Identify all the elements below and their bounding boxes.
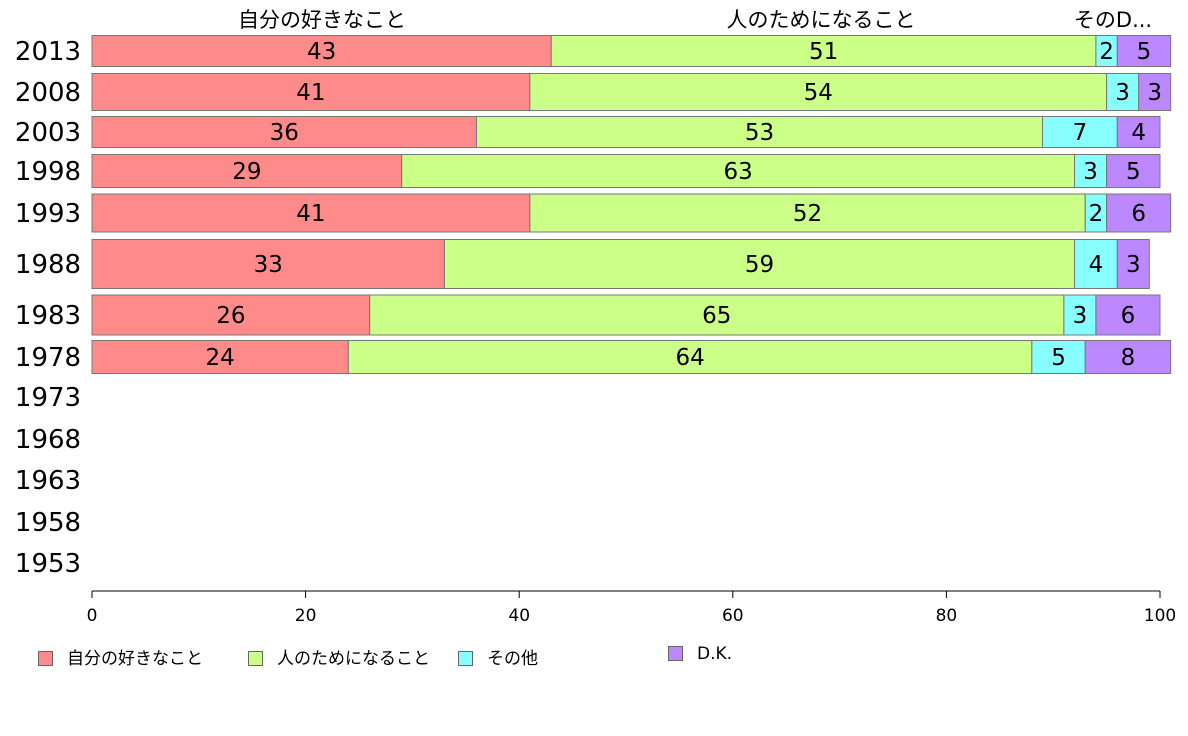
bar-segment xyxy=(91,193,531,233)
data-label: 3 xyxy=(1147,80,1162,106)
data-label: 36 xyxy=(270,120,299,146)
bar-segment xyxy=(401,154,1076,188)
year-label: 1983 xyxy=(15,301,81,331)
data-label: 3 xyxy=(1073,303,1088,329)
data-label: 24 xyxy=(206,345,235,371)
year-label: 1978 xyxy=(15,343,81,373)
year-label: 2013 xyxy=(15,37,81,67)
bar-segment xyxy=(1042,116,1118,148)
bar-segment xyxy=(529,73,1108,111)
data-label: 7 xyxy=(1073,120,1088,146)
legend-item-self: 自分の好きなこと xyxy=(38,644,203,669)
year-label: 2008 xyxy=(15,78,81,108)
column-header-other: そのD... xyxy=(1073,8,1153,32)
data-label: 53 xyxy=(745,120,774,146)
data-label: 3 xyxy=(1115,80,1130,106)
bar-segment xyxy=(1106,193,1172,233)
bar-segment xyxy=(1031,340,1086,374)
legend-item-dk: D.K. xyxy=(668,644,732,664)
data-label: 6 xyxy=(1131,201,1146,227)
column-header-others: 人のためになること xyxy=(726,8,916,32)
data-label: 33 xyxy=(254,252,283,278)
legend-swatch-self xyxy=(38,650,53,666)
legend-label-other: その他 xyxy=(487,649,538,669)
year-label: 1988 xyxy=(15,250,81,280)
x-tick-label: 40 xyxy=(508,606,530,626)
legend-swatch-dk xyxy=(668,645,683,661)
year-label: 1968 xyxy=(15,425,81,455)
data-label: 43 xyxy=(307,39,336,65)
data-label: 51 xyxy=(809,39,838,65)
data-label: 63 xyxy=(723,159,752,185)
x-tick-label: 0 xyxy=(87,606,98,626)
data-label: 41 xyxy=(296,201,325,227)
bar-segment xyxy=(443,239,1076,289)
data-label: 8 xyxy=(1121,345,1136,371)
year-label: 1953 xyxy=(15,549,81,579)
year-label: 1993 xyxy=(15,199,81,229)
bar-segment xyxy=(369,294,1065,336)
bar-segment xyxy=(1074,239,1118,289)
legend-item-other: その他 xyxy=(458,644,538,669)
year-label: 1998 xyxy=(15,157,81,187)
legend-swatch-others xyxy=(248,650,263,666)
bar-segment xyxy=(529,193,1086,233)
year-label: 2003 xyxy=(15,118,81,148)
legend-label-dk: D.K. xyxy=(697,644,733,664)
legend-label-others: 人のためになること xyxy=(277,649,430,669)
data-label: 2 xyxy=(1089,201,1104,227)
data-label: 3 xyxy=(1083,159,1098,185)
bar-segment xyxy=(91,73,531,111)
data-label: 6 xyxy=(1121,303,1136,329)
data-label: 41 xyxy=(296,80,325,106)
x-tick-label: 60 xyxy=(722,606,744,626)
bar-segment xyxy=(1074,154,1108,188)
data-label: 29 xyxy=(232,159,261,185)
column-header-self: 自分の好きなこと xyxy=(238,8,406,32)
bar-segment xyxy=(1095,294,1161,336)
bar-segment xyxy=(91,239,445,289)
bar-segment xyxy=(1116,35,1172,67)
data-label: 26 xyxy=(216,303,245,329)
x-tick-label: 80 xyxy=(936,606,958,626)
bar-segment xyxy=(475,116,1044,148)
x-tick-label: 20 xyxy=(295,606,317,626)
bar-segment xyxy=(91,340,349,374)
bar-segment xyxy=(1106,73,1140,111)
bar-segment xyxy=(1084,340,1172,374)
bar-segment xyxy=(1116,239,1150,289)
bar-segment xyxy=(347,340,1033,374)
data-label: 5 xyxy=(1137,39,1152,65)
bar-segment xyxy=(91,154,403,188)
data-label: 64 xyxy=(675,345,704,371)
data-label: 52 xyxy=(793,201,822,227)
data-label: 3 xyxy=(1126,252,1141,278)
bar-segment xyxy=(1138,73,1172,111)
data-label: 5 xyxy=(1051,345,1066,371)
legend-label-self: 自分の好きなこと xyxy=(67,649,203,669)
bar-segment xyxy=(91,294,371,336)
data-label: 4 xyxy=(1089,252,1104,278)
bar-segment xyxy=(550,35,1097,67)
legend-item-others: 人のためになること xyxy=(248,644,430,669)
data-label: 54 xyxy=(804,80,833,106)
data-label: 2 xyxy=(1099,39,1114,65)
data-label: 65 xyxy=(702,303,731,329)
data-label: 4 xyxy=(1131,120,1146,146)
year-label: 1958 xyxy=(15,508,81,538)
data-label: 59 xyxy=(745,252,774,278)
bar-segment xyxy=(1116,116,1161,148)
data-label: 5 xyxy=(1126,159,1141,185)
year-label: 1963 xyxy=(15,466,81,496)
legend-swatch-other xyxy=(458,650,473,666)
year-label: 1973 xyxy=(15,383,81,413)
bar-segment xyxy=(1106,154,1161,188)
x-tick-label: 100 xyxy=(1144,606,1176,626)
